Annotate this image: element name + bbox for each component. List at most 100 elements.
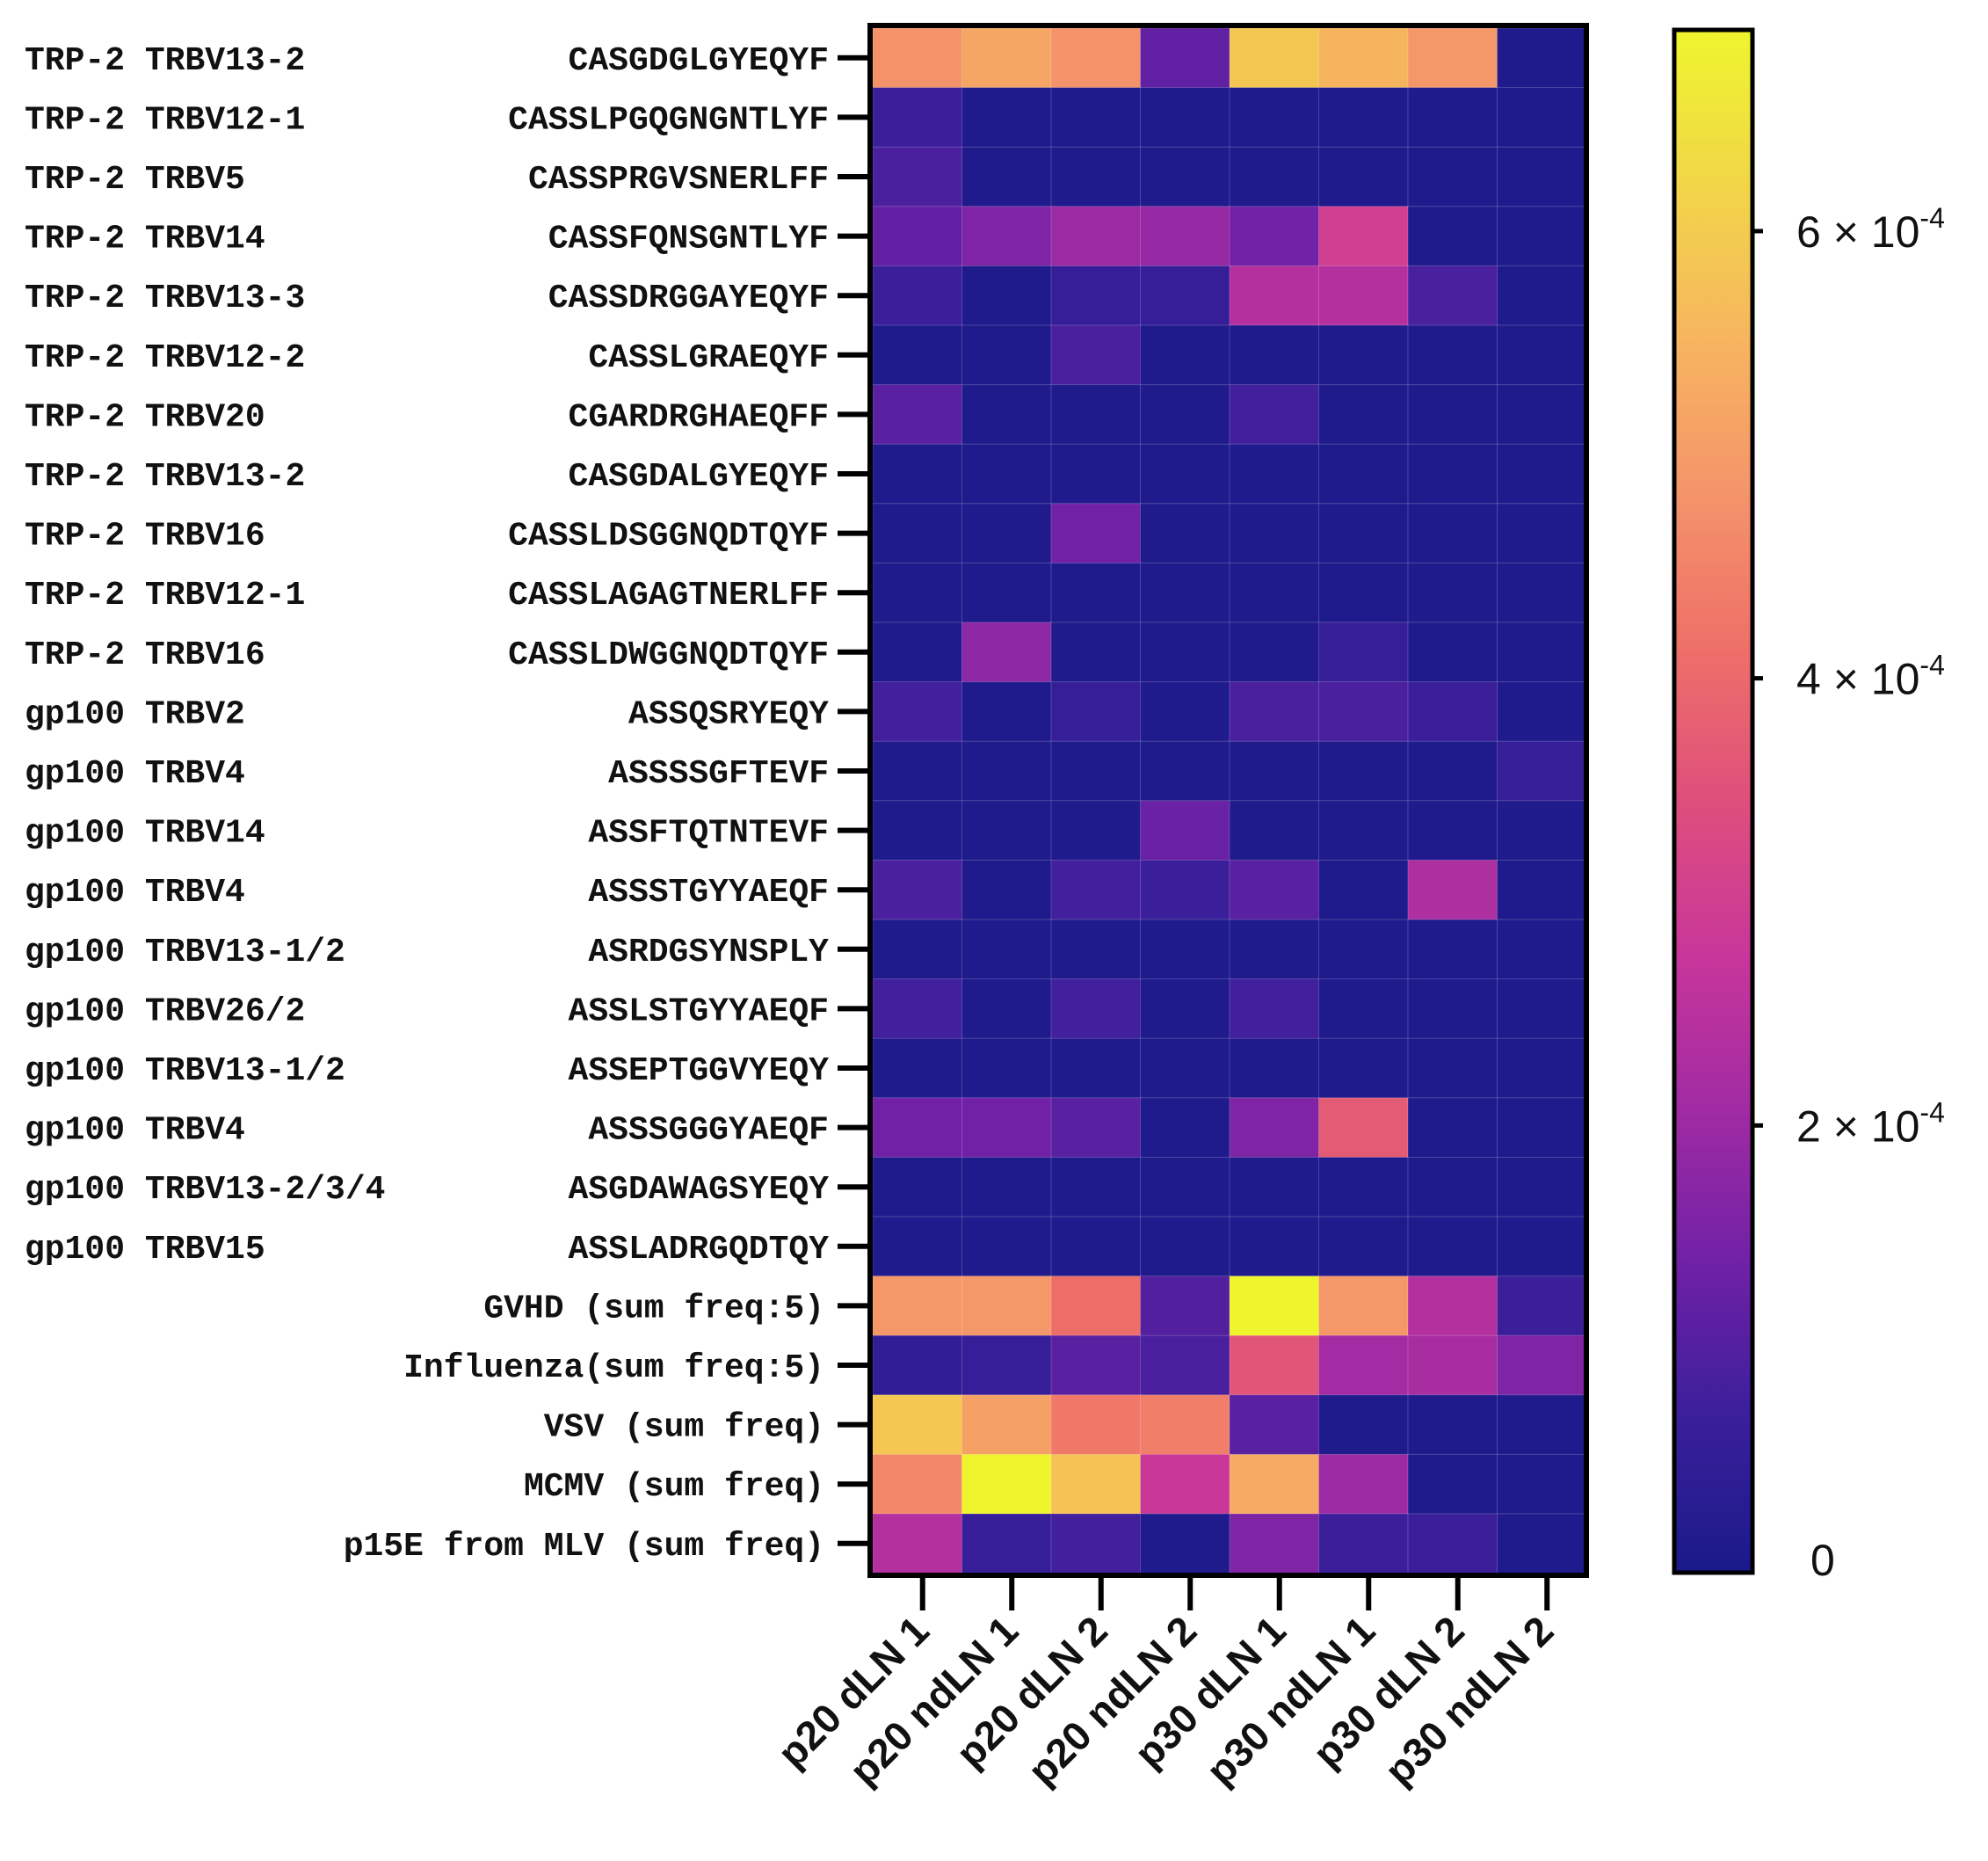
heatmap-cell (1229, 1276, 1320, 1337)
row-label-sequence: ASSEPTGGVYEQY (569, 1052, 830, 1090)
heatmap-cell (961, 800, 1052, 861)
heatmap-cell (872, 384, 963, 446)
heatmap-cell (1318, 1334, 1409, 1396)
heatmap-cell (872, 324, 963, 386)
heatmap-cell (872, 206, 963, 267)
heatmap-cell (961, 740, 1052, 802)
row-label-group: TRP-2 TRBV12-1 (25, 577, 305, 614)
heatmap-cell (961, 384, 1052, 446)
heatmap-cell (1050, 265, 1142, 326)
heatmap-cell (1050, 384, 1142, 446)
heatmap-cell (1229, 681, 1320, 743)
heatmap-cell (1229, 1513, 1320, 1574)
heatmap-cell (1497, 1453, 1587, 1515)
heatmap-cell (1050, 27, 1142, 89)
heatmap-cell (1497, 1394, 1587, 1456)
heatmap-cell (872, 1097, 963, 1159)
heatmap-cell (1229, 740, 1320, 802)
heatmap-cell (1229, 800, 1320, 861)
colorbar-tick-exponent: -4 (1919, 650, 1944, 681)
heatmap-cell (1140, 27, 1230, 89)
heatmap-cell (1407, 384, 1498, 446)
heatmap-cell (1140, 919, 1230, 980)
heatmap-cell (961, 443, 1052, 505)
heatmap-cell (872, 919, 963, 980)
heatmap-cell (961, 1156, 1052, 1218)
row-label-sequence: CASSLPGQGNGNTLYF (508, 101, 829, 139)
colorbar-tick-label: 0 (1810, 1536, 1835, 1585)
heatmap-cell (1497, 919, 1587, 980)
heatmap-cell (1497, 87, 1587, 149)
colorbar-tick-label: 4 × 10-4 (1796, 650, 1945, 704)
heatmap-cell (1229, 265, 1320, 326)
heatmap-cell (1497, 1216, 1587, 1277)
heatmap-cell (1407, 1394, 1498, 1456)
heatmap-cell (1407, 681, 1498, 743)
heatmap-cell (1318, 562, 1409, 623)
heatmap-cell (1318, 1513, 1409, 1574)
row-label-group: gp100 TRBV13-1/2 (25, 934, 345, 971)
heatmap-cell (1140, 1097, 1230, 1159)
row-label-group: TRP-2 TRBV12-1 (25, 101, 305, 139)
heatmap-cell (1407, 27, 1498, 89)
heatmap-cell (1050, 324, 1142, 386)
heatmap-cell (1318, 27, 1409, 89)
heatmap-cell (1229, 27, 1320, 89)
heatmap-cell (1050, 622, 1142, 683)
row-label-group: gp100 TRBV4 (25, 1112, 245, 1150)
heatmap-cell (1497, 146, 1587, 207)
heatmap-cell (1497, 1097, 1587, 1159)
heatmap-cell (1140, 324, 1230, 386)
heatmap-cell (1318, 324, 1409, 386)
heatmap-cell (1318, 1216, 1409, 1277)
heatmap-cell (1318, 503, 1409, 564)
heatmap-cell (1497, 1276, 1587, 1337)
row-label-sequence: ASSSGGGYAEQF (588, 1112, 829, 1150)
heatmap-cell (1497, 1156, 1587, 1218)
row-label-group: TRP-2 TRBV16 (25, 518, 265, 556)
row-label-sequence: CASSLGRAEQYF (588, 339, 829, 377)
heatmap-cell (1229, 324, 1320, 386)
heatmap-cell (872, 503, 963, 564)
heatmap-cell (1318, 384, 1409, 446)
heatmap-cell (1050, 859, 1142, 920)
row-label: MCMV (sum freq) (524, 1468, 824, 1506)
colorbar-tick-label: 2 × 10-4 (1796, 1096, 1945, 1151)
heatmap-cell (872, 1453, 963, 1515)
heatmap-cell (1229, 859, 1320, 920)
heatmap-cell (1229, 384, 1320, 446)
heatmap-cell (1497, 978, 1587, 1040)
heatmap-cell (1407, 503, 1498, 564)
heatmap-frame (867, 23, 1589, 1578)
heatmap-cell (961, 1394, 1052, 1456)
heatmap-cell (872, 859, 963, 920)
colorbar-tick-label: 6 × 10-4 (1796, 202, 1945, 257)
heatmap-cell (961, 1097, 1052, 1159)
heatmap-cell (1497, 1334, 1587, 1396)
heatmap-cell (1497, 1037, 1587, 1099)
heatmap-cell (961, 27, 1052, 89)
heatmap-cell (872, 1513, 963, 1574)
row-label-sequence: CASSFQNSGNTLYF (548, 221, 829, 258)
heatmap-cell (1318, 1037, 1409, 1099)
heatmap-cell (1497, 1513, 1587, 1574)
heatmap-cell (872, 622, 963, 683)
heatmap-cell (1140, 859, 1230, 920)
heatmap-cell (1229, 206, 1320, 267)
row-label-group: TRP-2 TRBV12-2 (25, 339, 305, 377)
heatmap-cell (1050, 206, 1142, 267)
heatmap-cell (1318, 443, 1409, 505)
heatmap-cell (1407, 1156, 1498, 1218)
heatmap-cell (1229, 1097, 1320, 1159)
row-label: VSV (sum freq) (544, 1409, 824, 1447)
heatmap-cell (1407, 1276, 1498, 1337)
heatmap-cell (1050, 1394, 1142, 1456)
heatmap-cell (1407, 562, 1498, 623)
heatmap-cell (961, 1334, 1052, 1396)
heatmap-cell (1050, 681, 1142, 743)
heatmap-cell (961, 622, 1052, 683)
heatmap-cell (1407, 859, 1498, 920)
heatmap-cell (872, 1334, 963, 1396)
heatmap-cell (1229, 503, 1320, 564)
row-label-group: TRP-2 TRBV13-2 (25, 458, 305, 496)
